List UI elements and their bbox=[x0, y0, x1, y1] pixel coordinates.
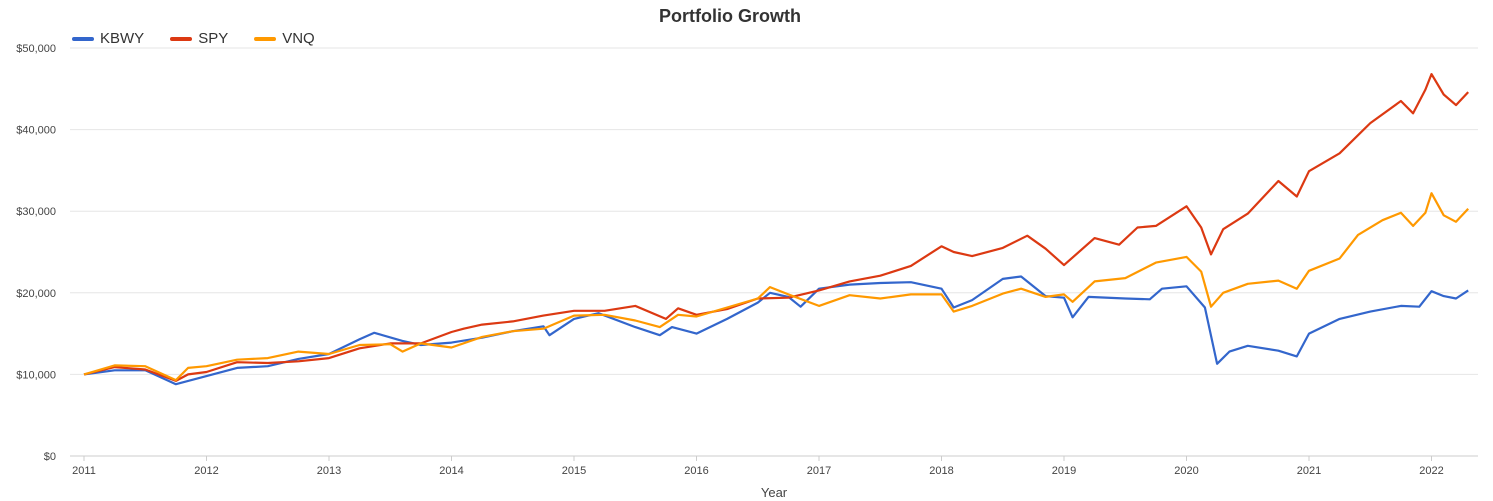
x-axis-label: Year bbox=[761, 485, 788, 500]
legend-item-kbwy[interactable]: KBWY bbox=[72, 30, 144, 47]
y-tick-label: $30,000 bbox=[16, 206, 56, 218]
x-tick-label: 2016 bbox=[684, 465, 708, 477]
legend-swatch-kbwy bbox=[72, 36, 94, 41]
y-tick-label: $40,000 bbox=[16, 125, 56, 137]
gridlines bbox=[70, 47, 1478, 457]
y-tick-label: $10,000 bbox=[16, 369, 56, 381]
x-tick-label: 2021 bbox=[1297, 465, 1321, 477]
legend: KBWY SPY VNQ bbox=[72, 30, 315, 47]
x-tick-label: 2022 bbox=[1419, 465, 1443, 477]
x-tick-label: 2018 bbox=[929, 465, 953, 477]
legend-label-vnq: VNQ bbox=[282, 30, 315, 47]
y-tick-label: $50,000 bbox=[16, 43, 56, 55]
legend-item-spy[interactable]: SPY bbox=[170, 30, 228, 47]
series-lines bbox=[83, 73, 1470, 386]
series-line-kbwy[interactable] bbox=[83, 275, 1469, 386]
chart-title: Portfolio Growth bbox=[659, 6, 801, 26]
x-tick-label: 2019 bbox=[1052, 465, 1076, 477]
x-tick-label: 2012 bbox=[194, 465, 218, 477]
legend-label-spy: SPY bbox=[198, 30, 229, 47]
x-axis-ticks: 2011 2012 2013 2014 2015 2016 2017 2018 2019 2020… bbox=[72, 456, 1444, 477]
y-tick-label: $0 bbox=[44, 451, 56, 463]
legend-swatch-spy bbox=[170, 36, 193, 41]
x-tick-label: 2014 bbox=[439, 465, 463, 477]
x-tick-label: 2015 bbox=[562, 465, 586, 477]
y-axis-ticks: $0 $10,000 $20,000 $30,000 $40,000 $50,000 bbox=[16, 43, 56, 463]
series-line-vnq[interactable] bbox=[83, 192, 1470, 382]
legend-swatch-vnq bbox=[254, 36, 277, 41]
x-tick-label: 2017 bbox=[807, 465, 831, 477]
legend-label-kbwy: KBWY bbox=[100, 30, 145, 47]
y-tick-label: $20,000 bbox=[16, 288, 56, 300]
x-tick-label: 2013 bbox=[317, 465, 341, 477]
x-tick-label: 2011 bbox=[72, 465, 96, 477]
x-tick-label: 2020 bbox=[1174, 465, 1198, 477]
series-line-spy[interactable] bbox=[83, 73, 1470, 382]
legend-item-vnq[interactable]: VNQ bbox=[254, 30, 315, 47]
